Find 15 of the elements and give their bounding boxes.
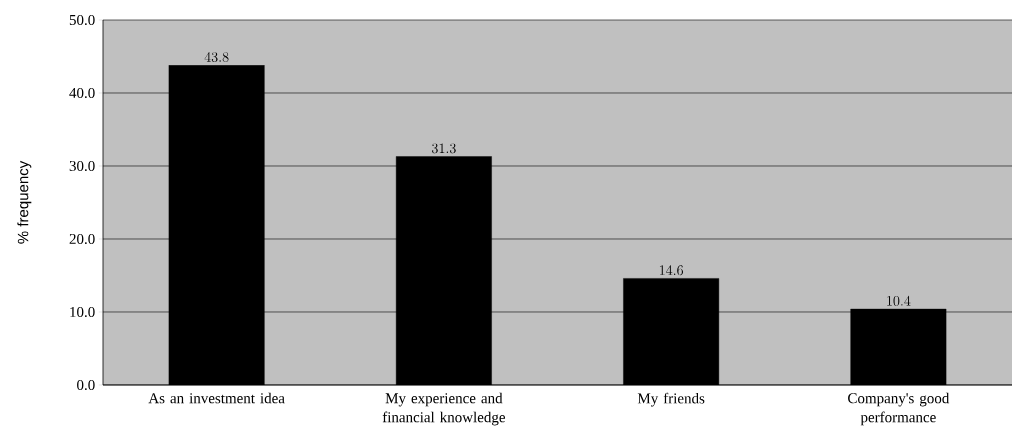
x-tick-label: My friends: [637, 392, 705, 407]
x-tick-label: My experience and financial knowledge: [382, 392, 506, 426]
data-label: 43.8: [204, 52, 229, 63]
y-tick-label: 10.0: [70, 306, 95, 318]
x-tick-label: Company's good performance: [848, 392, 950, 426]
y-tick-label: 30.0: [69, 160, 95, 172]
x-tick-label: As an investment idea: [148, 392, 285, 404]
y-tick-label: 0.0: [77, 379, 95, 391]
y-tick-label: 20.0: [69, 233, 95, 245]
data-label: 31 .3: [431, 143, 456, 154]
data-label: 10.4: [887, 295, 911, 306]
data-label: 14.6: [659, 265, 684, 276]
y-axis-title: % frequency: [17, 160, 32, 244]
y-tick-label: 40.0: [69, 87, 95, 99]
y-tick-label: 50.0: [69, 14, 95, 26]
